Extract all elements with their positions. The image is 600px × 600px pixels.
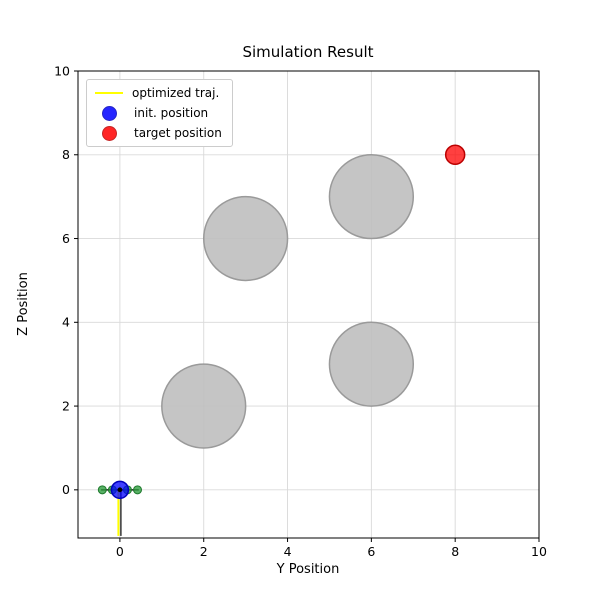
x-tick-label: 2	[200, 544, 208, 559]
obstacle-circle	[328, 321, 415, 407]
drone-rotor-dot	[97, 485, 107, 495]
x-tick-label: 0	[116, 544, 124, 559]
legend: optimized traj. init. position target po…	[86, 79, 233, 147]
init-position-marker-swatch	[102, 105, 117, 121]
x-tick-label: 8	[451, 544, 459, 559]
y-tick-label: 8	[62, 147, 70, 162]
legend-item-optimized-traj: optimized traj.	[95, 85, 222, 101]
legend-label-optimized-traj: optimized traj.	[132, 86, 220, 100]
drone-rotor-dot	[133, 485, 143, 495]
legend-label-init-position: init. position	[134, 106, 209, 120]
obstacle-circle	[328, 153, 415, 240]
obstacle-circle	[202, 195, 289, 282]
legend-label-target-position: target position	[134, 126, 222, 140]
y-tick-label: 0	[62, 482, 70, 497]
y-tick-label: 4	[62, 315, 70, 330]
plot-shapes	[97, 144, 466, 536]
y-tick-label: 10	[54, 63, 70, 78]
x-tick-label: 6	[367, 544, 375, 559]
drone-center-dot	[117, 487, 123, 493]
y-tick-label: 2	[62, 398, 70, 413]
trajectory-line-swatch	[95, 92, 123, 94]
chart-title: Simulation Result	[242, 43, 373, 61]
y-axis-label: Z Position	[16, 272, 31, 336]
x-tick-label: 4	[284, 544, 292, 559]
target-position-marker	[444, 144, 466, 166]
x-axis-label: Y Position	[276, 562, 340, 577]
axes-frame-and-ticks: 0 2 4 6 8 10 0 2 4 6 8 10	[54, 63, 547, 559]
x-tick-label: 10	[531, 544, 547, 559]
target-position-marker-swatch	[102, 125, 117, 141]
obstacle-circle	[161, 363, 247, 449]
axes-frame	[77, 70, 540, 539]
legend-item-target-position: target position	[95, 125, 222, 141]
y-tick-label: 6	[62, 231, 70, 246]
legend-item-init-position: init. position	[95, 105, 222, 121]
